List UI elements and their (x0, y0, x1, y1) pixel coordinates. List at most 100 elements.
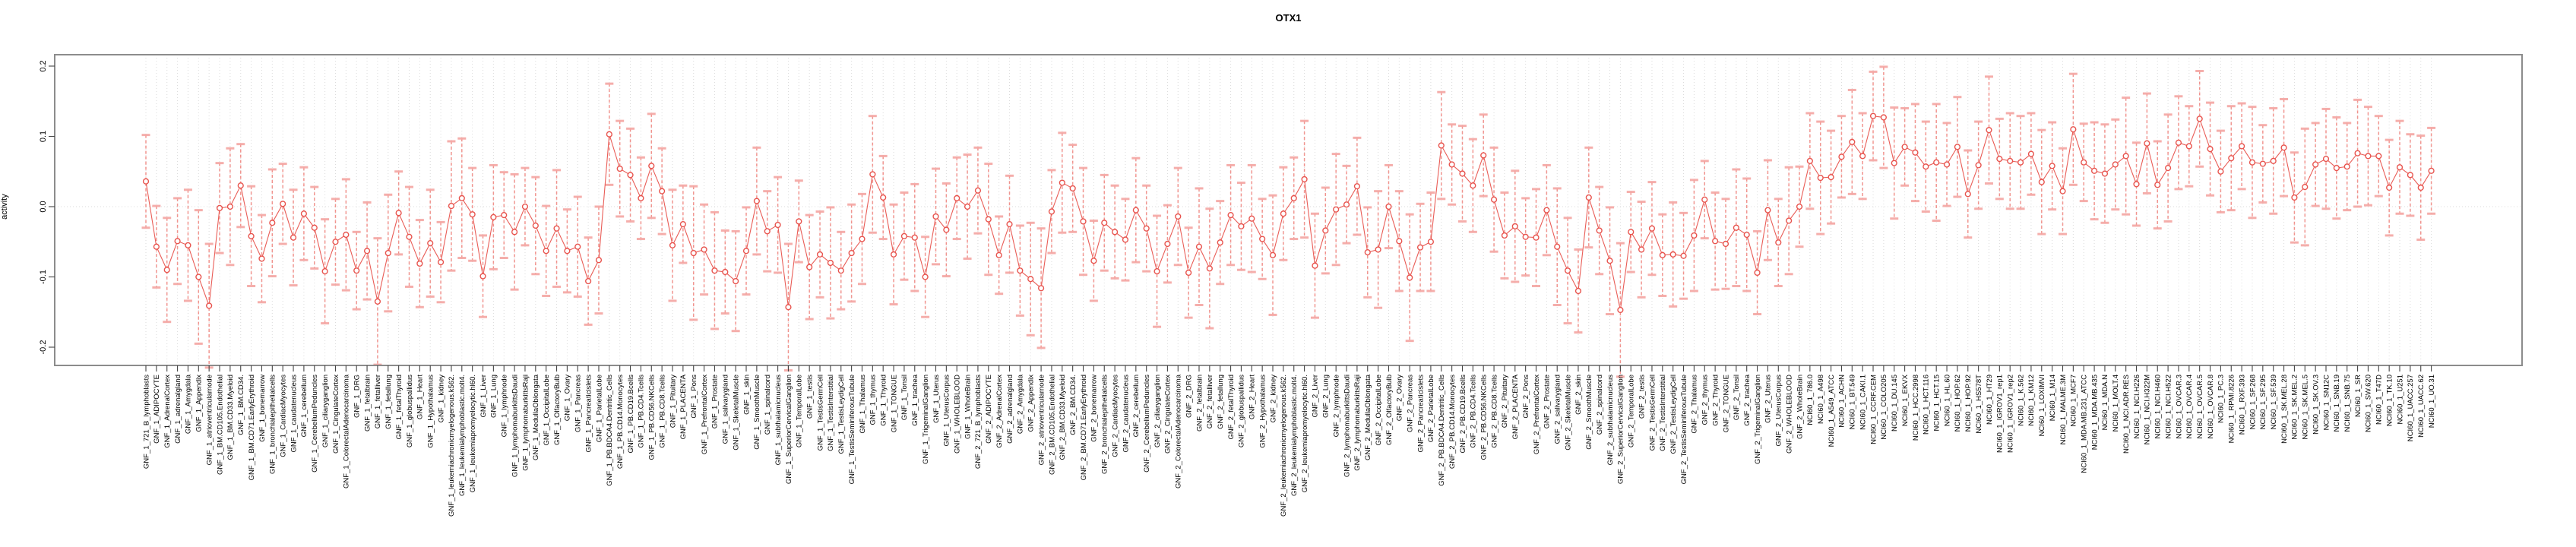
x-category-label: NCI60_1_SN12C (2322, 375, 2331, 431)
x-category-label: GNF_1_trachea (911, 374, 919, 425)
data-point (1585, 194, 1592, 201)
data-point (1975, 162, 1982, 169)
x-category-label: GNF_2_PB.CD56.NKCells (1480, 375, 1489, 460)
x-category-label: GNF_1_TestisSeminiferousTubule (848, 375, 856, 484)
data-point (1775, 239, 1782, 246)
data-point (385, 249, 391, 257)
x-category-label: GNF_1_leukemiapromyelocytic.hl60. (469, 375, 477, 492)
data-point (427, 240, 434, 247)
x-category-label: GNF_2_ParietalLobe (1427, 375, 1435, 442)
plot-border (54, 54, 2523, 366)
data-point (501, 212, 508, 219)
data-point (2112, 161, 2119, 168)
data-point (1322, 227, 1329, 234)
x-category-label: GNF_2_PLACENTA (1511, 374, 1520, 439)
data-point (1480, 152, 1487, 159)
data-point (1986, 127, 1992, 134)
x-category-label: NCI60_1_TK.10 (2385, 375, 2394, 426)
data-point (1006, 221, 1013, 228)
x-category-label: GNF_1_skin (742, 375, 751, 415)
data-point (922, 274, 929, 280)
x-category-label: GNF_2_fetalbrain (1195, 375, 1204, 432)
data-point (2185, 143, 2192, 150)
x-category-label: NCI60_1_HOP.92 (1964, 375, 1973, 432)
x-category-label: NCI60_1_HT29 (1986, 375, 1994, 425)
data-point (774, 221, 781, 229)
data-point (827, 259, 834, 267)
x-category-label: GNF_2_fetalliver (1206, 375, 1214, 428)
x-category-label: GNF_2_salivarygland (1554, 375, 1562, 444)
x-category-label: NCI60_1_SW.620 (2365, 375, 2373, 432)
data-point (448, 202, 455, 210)
x-category-label: NCI60_1_PC.3 (2217, 375, 2226, 423)
x-category-label: GNF_2_BM.CD71.EarlyErythroid (1080, 375, 1088, 480)
x-category-label: GNF_2_721_B_lymphoblasts (974, 375, 983, 469)
data-point (237, 182, 244, 189)
data-point (2059, 188, 2066, 194)
data-point (1743, 231, 1750, 239)
x-category-label: NCI60_1_EKVX (1901, 374, 1910, 426)
data-point (1227, 212, 1234, 219)
x-category-label: NCI60_1_NCI.H460 (2154, 375, 2163, 439)
x-category-label: NCI60_1_COLO205 (1880, 375, 1888, 440)
x-category-label: GNF_1_subthalamicnucleus (774, 375, 783, 466)
data-point (911, 234, 918, 241)
x-category-label: GNF_2_SkeletalMuscle (1564, 375, 1572, 451)
data-point (1407, 274, 1413, 281)
x-category-label: GNF_2_Appendix (1027, 375, 1036, 432)
data-point (2027, 150, 2035, 157)
data-point (1353, 183, 1360, 190)
data-point (280, 201, 286, 207)
data-point (785, 304, 792, 311)
data-point (163, 267, 170, 274)
data-point (638, 194, 644, 202)
data-point (1606, 258, 1613, 264)
x-category-label: GNF_2_AdrenalCortex (995, 375, 1004, 448)
data-point (311, 224, 318, 231)
data-point (1533, 234, 1540, 241)
data-point (943, 226, 950, 233)
x-category-label: GNF_2_testis (1638, 375, 1646, 419)
x-category-label: GNF_1_atrioventricularnode (205, 375, 214, 465)
x-category-label: GNF_2_CingulateCortex (1164, 375, 1172, 454)
data-point (1933, 159, 1940, 166)
data-point (2280, 144, 2287, 151)
data-point (595, 257, 603, 264)
x-category-label: NCI60_1_MDA.MB.435 (2090, 375, 2099, 450)
data-point (1080, 218, 1087, 225)
x-category-label: NCI60_1_HCC.2998 (1912, 375, 1920, 441)
data-point (2428, 167, 2435, 174)
x-category-label: GNF_1_bronchialepithelialcells (269, 375, 277, 474)
data-point (1796, 203, 1803, 210)
x-category-label: GNF_1_BM.CD71.EarlyErythroid (248, 375, 256, 480)
x-category-label: GNF_2_Pancreaticislets (1416, 375, 1425, 453)
x-category-label: GNF_2_OccipitalLobe (1375, 375, 1383, 445)
x-category-label: GNF_1_Tonsil (900, 375, 909, 420)
x-category-label: GNF_1_CardiacMyocytes (279, 375, 287, 457)
x-category-label: NCI60_1_OVCAR.5 (2196, 375, 2204, 438)
data-point (1164, 240, 1171, 248)
data-point (490, 213, 497, 220)
data-point (1438, 142, 1445, 149)
x-category-label: GNF_2_Thyroid (1711, 375, 1720, 426)
data-point (669, 242, 676, 248)
data-point (1301, 175, 1308, 183)
data-point (1101, 220, 1108, 226)
data-point (659, 188, 666, 194)
x-category-label: NCI60_1_SNB.19 (2333, 375, 2341, 432)
data-point (1385, 203, 1392, 210)
data-point (1880, 114, 1887, 121)
data-point (869, 171, 876, 178)
x-category-label: GNF_1_Thalamus (859, 375, 867, 434)
data-point (226, 203, 233, 210)
data-point (1617, 306, 1624, 314)
x-category-label: GNF_2_WholeBrain (1796, 375, 1804, 439)
data-point (1090, 258, 1097, 264)
x-category-label: NCI60_1_UACC.257 (2407, 375, 2415, 441)
x-category-label: GNF_2_fetalThyroid (1227, 375, 1236, 440)
x-category-label: GNF_2_lymphomaburkittsDaudi (1343, 375, 1351, 477)
data-point (932, 213, 939, 220)
data-point (1764, 207, 1771, 213)
data-point (574, 243, 581, 250)
data-point (195, 274, 202, 280)
